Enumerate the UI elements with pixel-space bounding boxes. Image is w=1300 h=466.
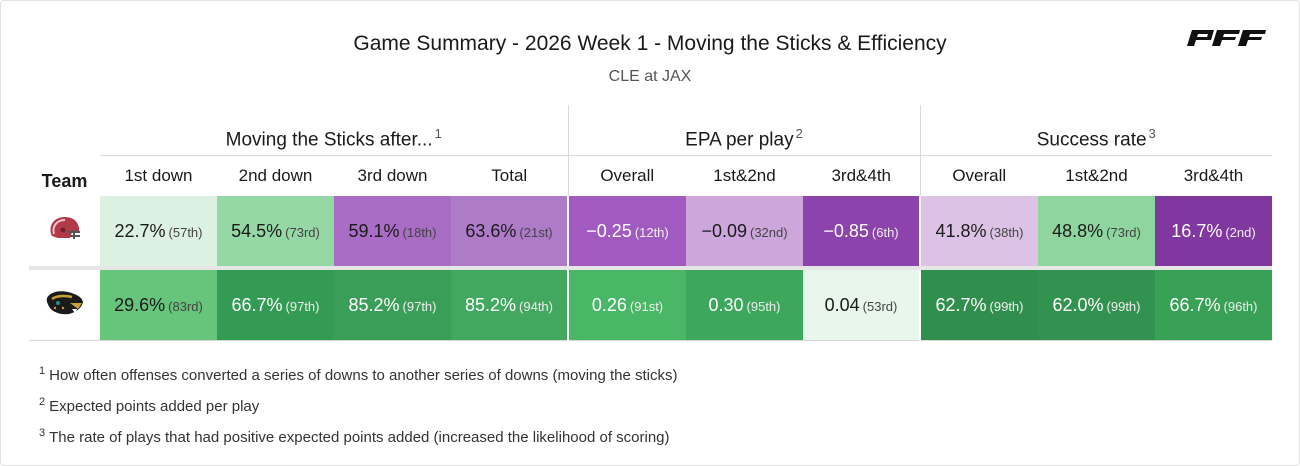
group-header-success-rate: Success rate 3 bbox=[919, 105, 1272, 156]
footnote-3: 3 The rate of plays that had positive exp… bbox=[39, 427, 670, 446]
stat-cell: 54.5% (73rd) bbox=[217, 196, 334, 266]
page-subtitle: CLE at JAX bbox=[608, 68, 692, 85]
column-header: 3rd down bbox=[357, 166, 428, 185]
stat-rank: (38th) bbox=[989, 224, 1024, 240]
team-column-header: Team bbox=[41, 171, 88, 191]
stat-cell: 66.7% (97th) bbox=[217, 270, 334, 341]
stat-cell: 85.2% (94th) bbox=[451, 270, 568, 341]
stat-cell: −0.09 (32nd) bbox=[686, 196, 803, 266]
footnote-marker: 2 bbox=[795, 125, 803, 141]
stat-cell: 62.0% (99th) bbox=[1038, 270, 1155, 341]
stat-cell: 22.7% (57th) bbox=[100, 196, 217, 266]
column-header: 2nd down bbox=[238, 166, 313, 185]
stat-rank: (21st) bbox=[519, 224, 553, 240]
pff-logo bbox=[1187, 30, 1266, 46]
stat-cell: 0.26 (91st) bbox=[567, 270, 686, 341]
stat-value: 66.7% bbox=[231, 294, 283, 315]
stat-value: 54.5% bbox=[231, 220, 283, 241]
team-logo-cell bbox=[29, 270, 100, 341]
stat-rank: (96th) bbox=[1223, 298, 1258, 314]
footnote-1: 1 How often offenses converted a series o… bbox=[39, 365, 678, 384]
stat-value: 48.8% bbox=[1052, 220, 1104, 241]
stat-value: 85.2% bbox=[464, 294, 517, 315]
stat-rank: (18th) bbox=[402, 224, 437, 240]
stat-value: −0.85 bbox=[823, 220, 869, 241]
stat-value: 62.0% bbox=[1052, 294, 1104, 315]
stat-rank: (99th) bbox=[1106, 298, 1141, 314]
column-header: 3rd&4th bbox=[1183, 166, 1244, 185]
stat-value: 29.6% bbox=[114, 294, 166, 315]
stats-table: Moving the Sticks after... 1 EPA per play… bbox=[29, 105, 1272, 341]
stat-value: −0.09 bbox=[701, 220, 747, 241]
stat-rank: (2nd) bbox=[1225, 224, 1256, 240]
stat-value: 0.30 bbox=[708, 294, 744, 315]
stat-cell: 63.6% (21st) bbox=[451, 196, 568, 266]
footnote-marker: 1 bbox=[434, 125, 442, 141]
page-title: Game Summary - 2026 Week 1 - Moving the … bbox=[353, 32, 947, 55]
column-header: Total bbox=[491, 166, 528, 185]
stat-value: 0.26 bbox=[591, 294, 627, 315]
stat-rank: (97th) bbox=[402, 298, 437, 314]
stat-value: 0.04 bbox=[824, 294, 860, 315]
stat-value: −0.25 bbox=[586, 220, 632, 241]
column-header: Overall bbox=[567, 155, 686, 196]
browns-helmet-icon bbox=[50, 216, 80, 239]
stat-rank: (95th) bbox=[746, 298, 781, 314]
stat-rank: (32nd) bbox=[749, 224, 788, 240]
stat-rank: (73rd) bbox=[1106, 224, 1141, 240]
stat-value: 63.6% bbox=[465, 220, 517, 241]
jaguar-head-icon bbox=[46, 290, 83, 314]
stat-value: 41.8% bbox=[935, 220, 987, 241]
stat-value: 62.7% bbox=[935, 294, 987, 315]
stat-cell: 0.04 (53rd) bbox=[803, 270, 920, 341]
stat-rank: (12th) bbox=[634, 224, 669, 240]
table-row-jax: 29.6% (83rd) 66.7% (97th) 85.2% (97th) 85.2% (9… bbox=[29, 270, 1272, 341]
column-header: 3rd&4th bbox=[831, 166, 892, 185]
stat-rank: (57th) bbox=[168, 224, 203, 240]
stat-value: 16.7% bbox=[1171, 220, 1223, 241]
stat-rank: (91st) bbox=[629, 298, 664, 314]
stat-cell: 29.6% (83rd) bbox=[100, 270, 217, 341]
stat-rank: (94th) bbox=[519, 298, 553, 314]
stat-value: 22.7% bbox=[114, 220, 166, 241]
stat-value: 66.7% bbox=[1169, 294, 1221, 315]
footnote-marker: 3 bbox=[1148, 125, 1156, 141]
stat-rank: (6th) bbox=[871, 224, 899, 240]
column-header: 1st down bbox=[124, 166, 193, 185]
stat-cell: 16.7% (2nd) bbox=[1155, 196, 1272, 266]
stat-value: 59.1% bbox=[348, 220, 400, 241]
column-header: Overall bbox=[919, 155, 1038, 196]
stat-rank: (97th) bbox=[285, 298, 320, 314]
stat-rank: (53rd) bbox=[862, 298, 898, 314]
stat-cell: 41.8% (38th) bbox=[919, 196, 1038, 266]
stat-cell: 59.1% (18th) bbox=[334, 196, 451, 266]
stat-cell: 62.7% (99th) bbox=[919, 270, 1038, 341]
table-row-cle: 22.7% (57th) 54.5% (73rd) 59.1% (18th) 63.6% (2… bbox=[29, 196, 1272, 266]
stat-rank: (73rd) bbox=[285, 224, 320, 240]
stat-cell: 0.30 (95th) bbox=[686, 270, 803, 341]
stat-value: 85.2% bbox=[348, 294, 400, 315]
column-header: 1st&2nd bbox=[1065, 166, 1128, 185]
stat-cell: −0.25 (12th) bbox=[567, 196, 686, 266]
footnotes: 1 How often offenses converted a series o… bbox=[39, 359, 678, 452]
stat-cell: 48.8% (73rd) bbox=[1038, 196, 1155, 266]
stat-cell: 66.7% (96th) bbox=[1155, 270, 1272, 341]
stat-rank: (99th) bbox=[989, 298, 1024, 314]
stat-cell: −0.85 (6th) bbox=[803, 196, 920, 266]
stat-rank: (83rd) bbox=[168, 298, 203, 314]
stat-cell: 85.2% (97th) bbox=[334, 270, 451, 341]
group-header-moving-sticks: Moving the Sticks after... 1 bbox=[100, 105, 568, 156]
group-header-epa: EPA per play 2 bbox=[567, 105, 920, 156]
column-header: 1st&2nd bbox=[713, 166, 776, 185]
team-logo-cell bbox=[29, 196, 100, 266]
footnote-2: 2 Expected points added per play bbox=[39, 396, 260, 415]
